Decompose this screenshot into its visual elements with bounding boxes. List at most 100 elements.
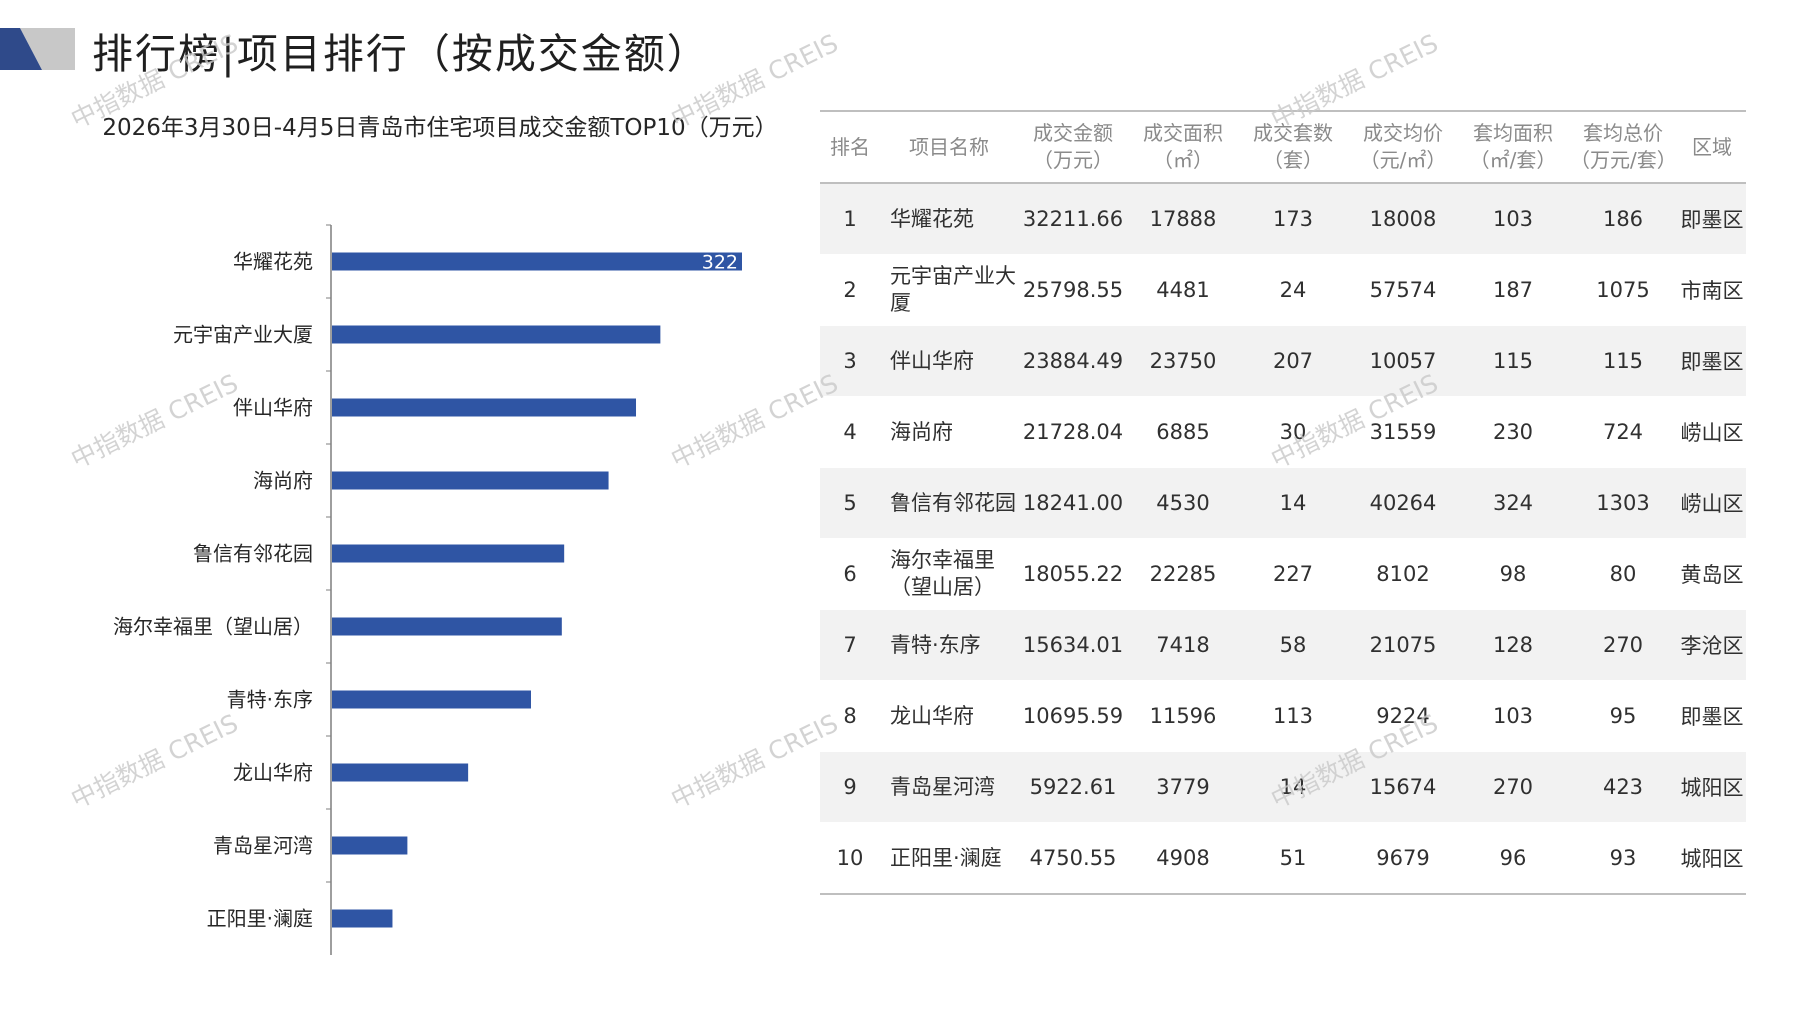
bar-10 <box>332 909 393 928</box>
table-cell: 15674 <box>1348 751 1458 823</box>
table-row: 6 海尔幸福里（望山居） 18055.22 22285 227 8102 98 80 黄岛区 <box>820 538 1746 610</box>
table-cell: 173 <box>1238 183 1348 255</box>
table-cell: 3 <box>820 325 880 397</box>
project-name-cell: 伴山华府 <box>880 325 1018 397</box>
table-cell: 4750.55 <box>1018 822 1128 895</box>
column-header: 成交套数 （套） <box>1238 110 1348 184</box>
brand-logo <box>0 28 75 70</box>
category-label: 正阳里·澜庭 <box>207 907 313 931</box>
table-cell: 22285 <box>1128 538 1238 610</box>
table-cell: 4908 <box>1128 822 1238 895</box>
table-cell: 270 <box>1568 609 1678 681</box>
table-cell: 8102 <box>1348 538 1458 610</box>
bar-9 <box>332 836 408 855</box>
table-cell: 1075 <box>1568 254 1678 326</box>
column-header: 成交金额 （万元） <box>1018 110 1128 184</box>
table-cell: 市南区 <box>1678 254 1746 326</box>
bar-5 <box>332 544 565 563</box>
table-row: 10 正阳里·澜庭 4750.55 4908 51 9679 96 93 城阳区 <box>820 822 1746 895</box>
table-cell: 128 <box>1458 609 1568 681</box>
table-cell: 10 <box>820 822 880 895</box>
table-cell: 10057 <box>1348 325 1458 397</box>
table-cell: 即墨区 <box>1678 325 1746 397</box>
table-cell: 32211.66 <box>1018 183 1128 255</box>
column-header: 排名 <box>820 110 880 184</box>
category-label: 鲁信有邻花园 <box>193 542 313 566</box>
project-name-cell: 元宇宙产业大厦 <box>880 254 1018 326</box>
table-row: 4 海尚府 21728.04 6885 30 31559 230 724 崂山区 <box>820 396 1746 468</box>
bar-data-label: 322 <box>702 252 738 274</box>
table-row: 9 青岛星河湾 5922.61 3779 14 15674 270 423 城阳区 <box>820 751 1746 823</box>
column-header: 区域 <box>1678 110 1746 184</box>
column-header: 项目名称 <box>880 110 1018 184</box>
table-row: 5 鲁信有邻花园 18241.00 4530 14 40264 324 1303 崂山区 <box>820 467 1746 539</box>
category-label: 青岛星河湾 <box>213 834 313 858</box>
table-cell: 25798.55 <box>1018 254 1128 326</box>
table-cell: 8 <box>820 680 880 752</box>
table-cell: 黄岛区 <box>1678 538 1746 610</box>
table-cell: 17888 <box>1128 183 1238 255</box>
table-cell: 18241.00 <box>1018 467 1128 539</box>
column-header: 成交均价 （元/㎡） <box>1348 110 1458 184</box>
table-cell: 5922.61 <box>1018 751 1128 823</box>
table-cell: 113 <box>1238 680 1348 752</box>
table-row: 1 华耀花苑 32211.66 17888 173 18008 103 186 即墨区 <box>820 183 1746 255</box>
table-cell: 30 <box>1238 396 1348 468</box>
project-name-cell: 海尔幸福里（望山居） <box>880 538 1018 610</box>
ranking-table: 排名 项目名称 成交金额 （万元） 成交面积 （㎡） 成交套数 （套） 成交均价 （元/㎡） 套均面… <box>820 110 1746 895</box>
project-name-cell: 龙山华府 <box>880 680 1018 752</box>
table-cell: 7 <box>820 609 880 681</box>
bar-8 <box>332 763 469 782</box>
category-label: 青特·东序 <box>227 688 313 712</box>
table-cell: 207 <box>1238 325 1348 397</box>
table-cell: 14 <box>1238 467 1348 539</box>
table-cell: 103 <box>1458 183 1568 255</box>
table-cell: 即墨区 <box>1678 680 1746 752</box>
table-cell: 724 <box>1568 396 1678 468</box>
table-cell: 115 <box>1568 325 1678 397</box>
table-cell: 4 <box>820 396 880 468</box>
logo-dark-shape <box>0 28 42 70</box>
table-cell: 2 <box>820 254 880 326</box>
table-cell: 115 <box>1458 325 1568 397</box>
table-cell: 15634.01 <box>1018 609 1128 681</box>
column-header: 套均总价 （万元/套） <box>1568 110 1678 184</box>
table-cell: 1303 <box>1568 467 1678 539</box>
table-cell: 23884.49 <box>1018 325 1128 397</box>
table-cell: 14 <box>1238 751 1348 823</box>
table-cell: 57574 <box>1348 254 1458 326</box>
chart-title: 2026年3月30日-4月5日青岛市住宅项目成交金额TOP10（万元） <box>102 115 778 141</box>
category-label: 海尔幸福里（望山居） <box>113 615 313 639</box>
category-label: 龙山华府 <box>233 761 313 785</box>
project-name-cell: 青岛星河湾 <box>880 751 1018 823</box>
table-cell: 31559 <box>1348 396 1458 468</box>
project-name-cell: 华耀花苑 <box>880 183 1018 255</box>
column-header: 套均面积 （㎡/套） <box>1458 110 1568 184</box>
table-cell: 城阳区 <box>1678 751 1746 823</box>
table-cell: 23750 <box>1128 325 1238 397</box>
table-cell: 324 <box>1458 467 1568 539</box>
table-cell: 1 <box>820 183 880 255</box>
table-cell: 270 <box>1458 751 1568 823</box>
table-cell: 崂山区 <box>1678 467 1746 539</box>
table-cell: 186 <box>1568 183 1678 255</box>
table-row: 7 青特·东序 15634.01 7418 58 21075 128 270 李沧区 <box>820 609 1746 681</box>
page-title: 排行榜|项目排行（按成交金额） <box>92 30 710 78</box>
category-label: 华耀花苑 <box>233 250 313 274</box>
table-cell: 9 <box>820 751 880 823</box>
bar-1 <box>332 252 742 271</box>
category-label: 海尚府 <box>253 469 313 493</box>
table-cell: 230 <box>1458 396 1568 468</box>
table-row: 8 龙山华府 10695.59 11596 113 9224 103 95 即墨区 <box>820 680 1746 752</box>
table-cell: 80 <box>1568 538 1678 610</box>
table-cell: 李沧区 <box>1678 609 1746 681</box>
table-cell: 3779 <box>1128 751 1238 823</box>
bar-6 <box>332 617 562 636</box>
table-cell: 40264 <box>1348 467 1458 539</box>
table-cell: 187 <box>1458 254 1568 326</box>
bar-4 <box>332 471 609 490</box>
table-cell: 崂山区 <box>1678 396 1746 468</box>
category-label: 元宇宙产业大厦 <box>173 323 313 347</box>
project-name-cell: 鲁信有邻花园 <box>880 467 1018 539</box>
